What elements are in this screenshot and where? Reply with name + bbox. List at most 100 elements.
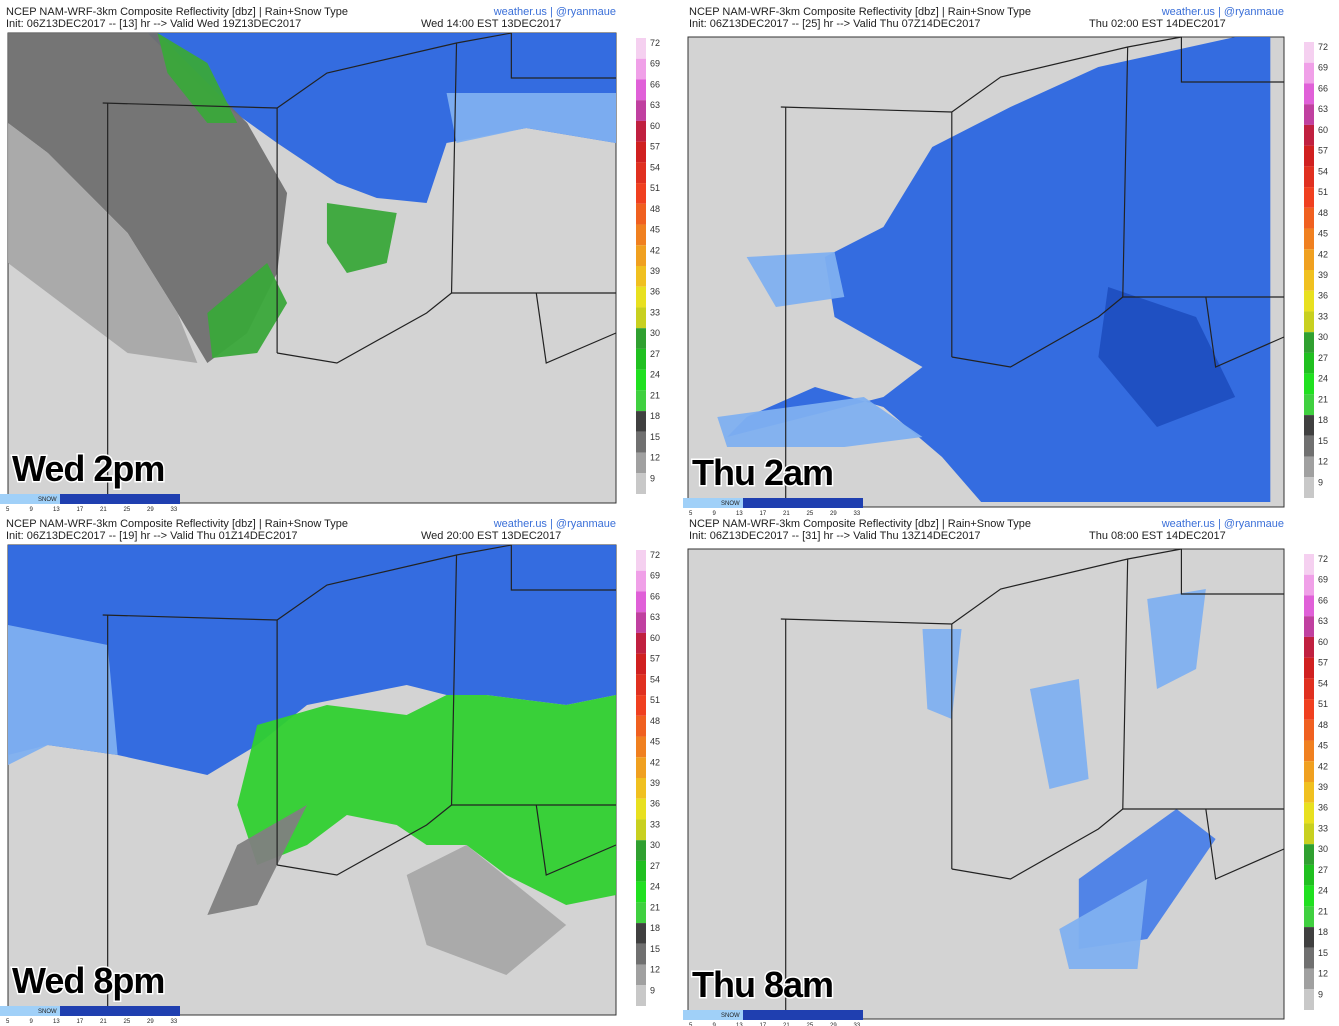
- snow-bar: [0, 494, 180, 504]
- colorbar-tick: 12: [650, 965, 660, 975]
- colorbar-cell: [1304, 145, 1314, 167]
- precip: [1147, 589, 1206, 689]
- snow-tick: 33: [854, 511, 861, 517]
- colorbar-cell: [636, 674, 646, 696]
- colorbar-tick: 63: [650, 612, 660, 622]
- colorbar-cell: [1304, 311, 1314, 333]
- colorbar-tick: 30: [650, 840, 660, 850]
- colorbar-cell: [1304, 927, 1314, 948]
- precip: [446, 93, 616, 143]
- colorbar-cell: [636, 964, 646, 986]
- snow-label: SNOW: [38, 497, 57, 503]
- colorbar-cell: [1304, 166, 1314, 188]
- colorbar-tick: 51: [650, 695, 660, 705]
- valid: Wed 20:00 EST 13DEC2017: [421, 530, 561, 542]
- colorbar-tick: 42: [650, 245, 660, 255]
- map-layer: [8, 544, 617, 1015]
- colorbar-tick: 27: [650, 861, 660, 871]
- border: [951, 296, 1124, 368]
- colorbar-tick: 39: [650, 266, 660, 276]
- snow-tick: 9: [713, 511, 717, 517]
- title: NCEP NAM-WRF-3km Composite Reflectivity …: [6, 6, 348, 18]
- colorbar-cell: [636, 840, 646, 861]
- colorbar-tick: 15: [1318, 436, 1328, 446]
- credit: weather.us | @ryanmaue: [493, 518, 616, 530]
- border: [277, 292, 452, 364]
- colorbar-tick: 48: [650, 716, 660, 726]
- snow-tick: 25: [124, 1019, 131, 1025]
- colorbar-tick: 12: [1318, 969, 1328, 979]
- colorbar-cell: [636, 798, 646, 820]
- precip: [207, 263, 288, 358]
- colorbar-cell: [636, 757, 646, 778]
- title: NCEP NAM-WRF-3km Composite Reflectivity …: [6, 518, 348, 530]
- snow-tick: 17: [77, 507, 84, 513]
- colorbar-cell: [636, 612, 646, 633]
- colorbar-cell: [1304, 456, 1314, 478]
- colorbar-tick: 63: [650, 100, 660, 110]
- snow-tick: 29: [147, 507, 154, 513]
- colorbar-cell: [1304, 332, 1314, 353]
- colorbar-cell: [636, 943, 646, 965]
- colorbar-cell: [636, 550, 646, 571]
- colorbar-cell: [636, 100, 646, 121]
- colorbar-tick: 69: [1318, 575, 1328, 585]
- colorbar-cell: [1304, 373, 1314, 395]
- colorbar-tick: 72: [1318, 42, 1328, 52]
- colorbar-tick: 24: [1318, 886, 1328, 896]
- colorbar-tick: 60: [650, 121, 660, 131]
- colorbar-tick: 33: [1318, 311, 1328, 321]
- colorbar-cell: [1304, 477, 1314, 498]
- colorbar-cell: [636, 881, 646, 903]
- colorbar-cell: [1304, 657, 1314, 679]
- colorbar-tick: 15: [650, 944, 660, 954]
- snow-tick: 21: [783, 1023, 790, 1026]
- snow-label: SNOW: [721, 1013, 740, 1019]
- colorbar-tick: 42: [1318, 761, 1328, 771]
- colorbar-cell: [636, 307, 646, 329]
- colorbar-tick: 45: [1318, 229, 1328, 239]
- snow-bar: [0, 1006, 180, 1016]
- colorbar-tick: 9: [650, 985, 655, 995]
- colorbar-cell: [1304, 678, 1314, 700]
- snow-tick: 13: [53, 507, 60, 513]
- colorbar-cell: [1304, 595, 1314, 617]
- colorbar-tick: 36: [650, 799, 660, 809]
- border: [780, 36, 1182, 113]
- colorbar-cell: [636, 591, 646, 613]
- colorbar-cell: [1304, 636, 1314, 658]
- colorbar-tick: 24: [650, 882, 660, 892]
- init: Init: 06Z13DEC2017 -- [19] hr --> Valid …: [6, 530, 298, 542]
- snow-tick: 21: [100, 507, 107, 513]
- snow-tick: 29: [830, 511, 837, 517]
- colorbar-cell: [636, 162, 646, 184]
- precip: [717, 397, 923, 447]
- precip: [1029, 679, 1089, 789]
- border: [102, 544, 512, 621]
- colorbar-cell: [1304, 761, 1314, 782]
- precip: [406, 845, 567, 975]
- panel-label: Wed 2pm: [12, 448, 164, 489]
- snow-tick: 13: [53, 1019, 60, 1025]
- colorbar-cell: [1304, 42, 1314, 63]
- colorbar-cell: [1304, 968, 1314, 990]
- colorbar-tick: 9: [650, 473, 655, 483]
- colorbar-tick: 72: [650, 38, 660, 48]
- colorbar-cell: [636, 431, 646, 453]
- colorbar-cell: [636, 570, 646, 592]
- colorbar-cell: [636, 203, 646, 225]
- title: NCEP NAM-WRF-3km Composite Reflectivity …: [689, 6, 1031, 18]
- colorbar-cell: [1304, 719, 1314, 741]
- precip: [8, 123, 198, 363]
- colorbar-tick: 51: [1318, 187, 1328, 197]
- precip: [1059, 879, 1148, 969]
- colorbar-cell: [636, 902, 646, 924]
- colorbar-tick: 24: [1318, 374, 1328, 384]
- colorbar-tick: 18: [1318, 927, 1328, 937]
- colorbar-tick: 21: [650, 902, 660, 912]
- init: Init: 06Z13DEC2017 -- [31] hr --> Valid …: [689, 530, 981, 542]
- colorbar-cell: [636, 266, 646, 287]
- colorbar-tick: 48: [1318, 208, 1328, 218]
- snow-tick: 21: [100, 1019, 107, 1025]
